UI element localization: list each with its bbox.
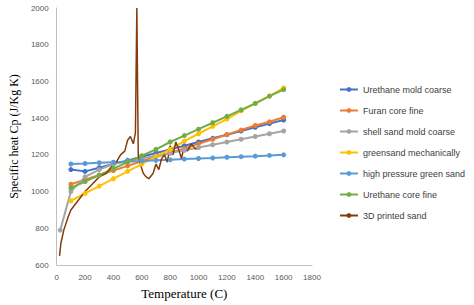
svg-text:3D printed sand: 3D printed sand xyxy=(363,211,427,221)
svg-text:1600: 1600 xyxy=(31,77,49,86)
svg-text:shell sand mold coarse: shell sand mold coarse xyxy=(363,127,455,137)
svg-text:greensand mechanically: greensand mechanically xyxy=(363,148,461,158)
svg-text:1200: 1200 xyxy=(218,273,236,282)
svg-text:Urethane core fine: Urethane core fine xyxy=(363,190,437,200)
svg-text:1200: 1200 xyxy=(31,150,49,159)
svg-text:600: 600 xyxy=(35,261,49,270)
svg-text:800: 800 xyxy=(163,273,177,282)
svg-text:600: 600 xyxy=(135,273,149,282)
svg-text:200: 200 xyxy=(78,273,92,282)
svg-text:high pressure green sand: high pressure green sand xyxy=(363,169,465,179)
svg-text:Furan core fine: Furan core fine xyxy=(363,106,424,116)
svg-text:1000: 1000 xyxy=(31,187,49,196)
svg-text:1800: 1800 xyxy=(31,40,49,49)
svg-text:Urethane mold coarse: Urethane mold coarse xyxy=(363,85,452,95)
svg-text:0: 0 xyxy=(54,273,59,282)
svg-text:800: 800 xyxy=(35,224,49,233)
svg-text:Specific heat Cp (J/Kg K): Specific heat Cp (J/Kg K) xyxy=(7,74,21,199)
svg-text:1400: 1400 xyxy=(31,114,49,123)
svg-text:1800: 1800 xyxy=(303,273,321,282)
svg-text:1000: 1000 xyxy=(190,273,208,282)
svg-text:400: 400 xyxy=(107,273,121,282)
svg-text:1600: 1600 xyxy=(275,273,293,282)
svg-text:Temperature (C): Temperature (C) xyxy=(141,286,227,301)
svg-text:2000: 2000 xyxy=(31,4,49,13)
svg-text:1400: 1400 xyxy=(246,273,264,282)
